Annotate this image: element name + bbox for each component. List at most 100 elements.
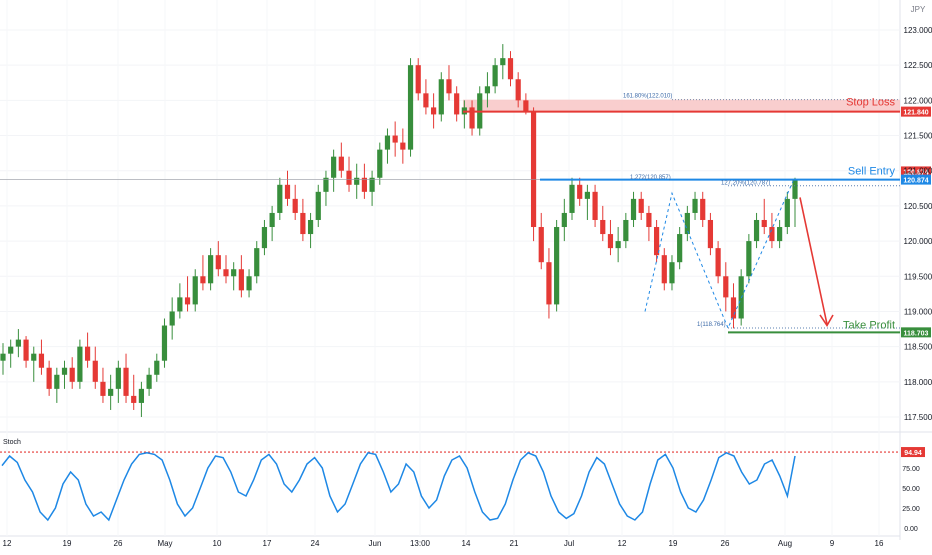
candle-body	[769, 227, 775, 242]
harmonic-pattern-line	[644, 181, 794, 330]
time-tick-label: 19	[63, 539, 72, 548]
candle-body	[784, 198, 790, 228]
stoch-level-badge-label: 94.94	[904, 450, 922, 457]
candle-body	[115, 367, 121, 389]
price-tick-label: 120.000	[904, 237, 932, 246]
stop-loss-label: Stop Loss	[846, 97, 895, 109]
candle-body	[361, 177, 367, 192]
time-tick-label: 17	[263, 539, 272, 548]
candle-body	[407, 65, 414, 150]
candle-body	[469, 107, 475, 129]
take-profit-price-badge	[901, 327, 931, 338]
candle-body	[92, 360, 98, 382]
candle-body	[584, 191, 590, 199]
candle-body	[600, 219, 606, 235]
candle-body	[23, 339, 29, 361]
candle-body	[38, 353, 45, 368]
candle-body	[431, 107, 437, 115]
price-tick-label: 120.500	[904, 202, 932, 211]
candle-body	[354, 177, 360, 185]
fib-127-label: 127.20%(120.787)	[721, 181, 770, 187]
candle-body	[538, 227, 544, 263]
candle-body	[231, 269, 237, 277]
candle-body	[792, 179, 798, 199]
candle-body	[761, 219, 767, 228]
candle-body	[669, 262, 675, 284]
candle-body	[15, 339, 21, 347]
candle-body	[100, 381, 106, 396]
candle-body	[323, 177, 329, 192]
time-tick-label: 16	[875, 539, 884, 548]
take-profit-price-badge-label: 118.703	[904, 330, 929, 337]
candle-body	[208, 255, 214, 284]
candle-body	[484, 86, 491, 94]
price-tick-label: 122.500	[904, 61, 932, 70]
candle-body	[69, 367, 75, 382]
target-arrow-line	[799, 197, 828, 325]
candle-body	[246, 276, 252, 291]
candle-body	[392, 135, 398, 143]
time-tick-label: 12	[3, 539, 12, 548]
candle-body	[192, 276, 198, 305]
candle-body	[184, 297, 191, 305]
candle-body	[46, 367, 52, 389]
candle-body	[315, 191, 321, 220]
time-tick-label: 12	[618, 539, 627, 548]
fib-1272-label: 1.272(120.857)	[630, 175, 671, 181]
candle-body	[261, 227, 268, 249]
candle-body	[61, 367, 68, 375]
price-tick-label: 123.000	[904, 26, 932, 35]
candle-body	[369, 177, 375, 192]
time-tick-label: 13:00	[410, 539, 431, 548]
price-tick-label: 117.500	[904, 413, 932, 422]
candle-body	[269, 212, 275, 228]
candle-body	[300, 212, 306, 235]
candle-body	[277, 184, 283, 213]
candle-body	[146, 374, 152, 389]
candle-body	[561, 212, 567, 228]
candle-body	[200, 276, 206, 284]
candle-body	[515, 79, 521, 101]
time-tick-label: 19	[669, 539, 678, 548]
candle-body	[646, 212, 652, 228]
candle-body	[177, 297, 183, 312]
candle-body	[123, 367, 129, 396]
last-price-badge	[901, 166, 931, 177]
candle-body	[0, 353, 6, 361]
candle-body	[723, 276, 729, 298]
fib-1618-label: 161.80%(122.010)	[623, 94, 672, 100]
candle-body	[108, 388, 114, 396]
candle-body	[623, 219, 629, 242]
candle-body	[523, 100, 529, 112]
stop-loss-price-badge	[901, 106, 931, 117]
candle-body	[292, 198, 298, 213]
candle-body	[307, 219, 314, 235]
stoch-tick-label: 25.00	[902, 506, 920, 513]
candle-body	[384, 135, 391, 150]
sell-entry-price-badge-label: 120.874	[903, 178, 928, 185]
time-tick-label: 24	[311, 539, 320, 548]
candle-body	[507, 58, 514, 80]
time-tick-label: Aug	[778, 539, 792, 548]
candle-body	[8, 346, 14, 354]
candle-body	[569, 184, 575, 213]
candle-body	[684, 212, 690, 235]
price-tick-label: 121.500	[904, 132, 932, 141]
candle-body	[31, 353, 37, 361]
time-tick-label: 26	[114, 539, 123, 548]
time-tick-label: Jun	[369, 539, 382, 548]
candle-body	[423, 93, 429, 108]
candle-body	[238, 269, 244, 291]
candle-body	[777, 227, 783, 242]
candle-body	[554, 227, 560, 305]
candle-body	[500, 58, 506, 66]
time-tick-label: 10	[213, 539, 222, 548]
candle-body	[331, 156, 337, 178]
candle-body	[154, 360, 160, 375]
candle-body	[131, 395, 137, 403]
candle-body	[530, 111, 537, 228]
price-tick-label: 118.500	[904, 343, 932, 352]
candle-body	[630, 198, 637, 220]
candle-body	[215, 255, 221, 270]
